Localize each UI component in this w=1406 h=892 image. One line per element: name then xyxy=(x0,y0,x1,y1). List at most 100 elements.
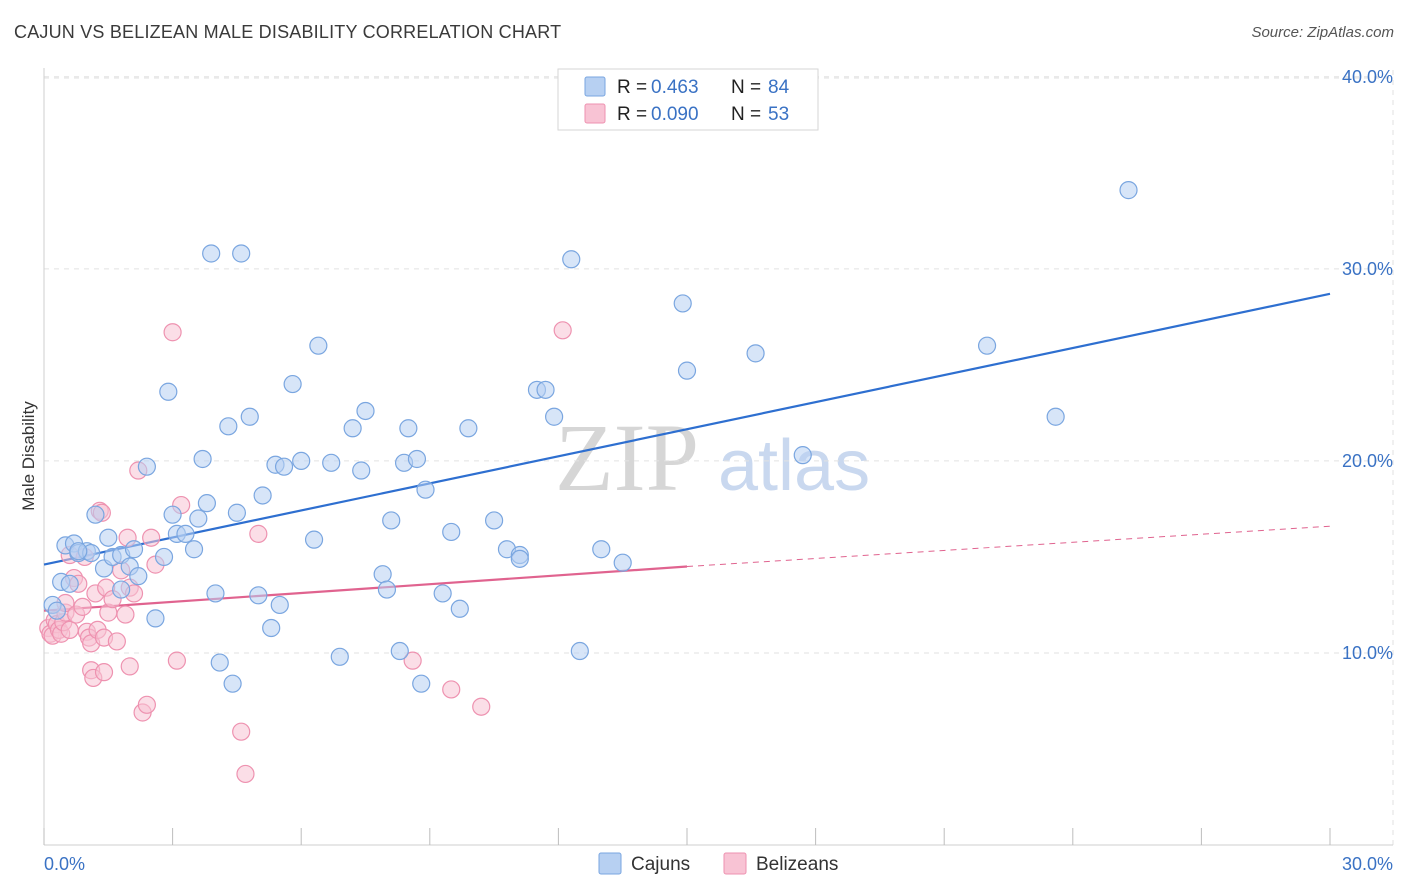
cajun-point-31 xyxy=(210,653,229,672)
cajun-point-36 xyxy=(240,407,259,426)
chart-title: CAJUN VS BELIZEAN MALE DISABILITY CORREL… xyxy=(14,22,562,42)
belizean-point-48 xyxy=(403,651,422,670)
cajun-point-13 xyxy=(112,580,131,599)
cajun-point-79 xyxy=(793,446,812,465)
cajun-point-50 xyxy=(352,461,371,480)
cajun-point-58 xyxy=(407,449,427,469)
belizean-trend-extension xyxy=(686,525,1331,568)
cajun-point-57 xyxy=(399,419,418,438)
cajun-point-55 xyxy=(390,641,409,661)
legend-swatch-cajun xyxy=(584,76,606,97)
cajun-point-22 xyxy=(163,505,182,524)
x-tick-label-min: 0.0% xyxy=(44,854,85,874)
cajun-point-45 xyxy=(304,530,324,549)
belizean-point-42 xyxy=(163,323,182,342)
cajun-point-49 xyxy=(343,419,362,438)
cajun-point-33 xyxy=(223,674,242,693)
stats-legend: R = 0.463 N = 84 R = 0.090 N = 53 xyxy=(557,68,819,131)
belizean-point-49 xyxy=(442,680,461,699)
legend-n-label-belizean: N = xyxy=(731,104,761,125)
cajun-point-70 xyxy=(536,380,555,399)
legend-r-label-belizean: R = xyxy=(617,104,647,125)
cajun-point-77 xyxy=(677,361,697,380)
belizean-point-10 xyxy=(60,620,79,640)
cajun-point-20 xyxy=(154,547,174,567)
trend-lines xyxy=(43,292,1331,612)
y-axis-label: Male Disability xyxy=(19,401,38,511)
cajun-point-43 xyxy=(283,374,302,394)
legend-n-value-belizean: 53 xyxy=(768,104,789,125)
belizean-point-51 xyxy=(553,321,572,340)
cajun-point-52 xyxy=(373,565,392,584)
cajun-point-30 xyxy=(206,584,225,603)
cajun-point-61 xyxy=(433,584,452,603)
watermark-atlas: atlas xyxy=(718,426,870,506)
cajun-point-76 xyxy=(673,294,692,313)
belizean-points xyxy=(39,321,572,784)
watermark-zip: ZIP xyxy=(555,404,699,511)
belizean-point-39 xyxy=(137,695,156,714)
legend-n-value-cajun: 84 xyxy=(768,77,790,98)
x-tick-label-max: 30.0% xyxy=(1342,854,1393,874)
cajun-point-71 xyxy=(545,407,564,426)
cajun-point-42 xyxy=(274,457,294,476)
cajun-point-60 xyxy=(416,480,435,499)
belizean-trend-line xyxy=(43,565,688,612)
cajun-point-74 xyxy=(592,540,611,559)
cajun-point-51 xyxy=(356,401,375,421)
belizean-point-43 xyxy=(167,651,186,670)
cajun-point-28 xyxy=(197,494,216,513)
cajun-point-83 xyxy=(69,542,88,561)
cajun-point-24 xyxy=(176,524,195,543)
cajun-point-68 xyxy=(510,549,529,568)
cajun-point-46 xyxy=(309,336,328,355)
cajun-point-9 xyxy=(86,505,105,524)
watermark: ZIP atlas xyxy=(555,404,870,511)
cajun-point-32 xyxy=(219,417,238,436)
y-tick-label-0: 10.0% xyxy=(1342,643,1393,663)
belizean-point-46 xyxy=(236,764,255,784)
cajun-trend-line xyxy=(43,292,1331,566)
belizean-point-52 xyxy=(94,663,114,682)
belizean-point-45 xyxy=(232,722,251,741)
cajun-point-16 xyxy=(124,540,144,559)
cajun-point-48 xyxy=(330,647,349,666)
legend-r-value-cajun: 0.463 xyxy=(651,77,699,98)
cajun-point-37 xyxy=(249,586,268,605)
legend-r-value-belizean: 0.090 xyxy=(651,104,699,125)
belizean-point-47 xyxy=(249,524,268,543)
belizean-point-50 xyxy=(472,697,491,716)
cajun-point-41 xyxy=(270,595,289,615)
series-legend: Cajuns Belizeans xyxy=(598,852,838,875)
cajun-point-25 xyxy=(184,540,204,559)
bottom-legend-cajuns: Cajuns xyxy=(631,854,690,875)
legend-n-label-cajun: N = xyxy=(731,77,761,98)
y-tick-labels: 10.0% 20.0% 30.0% 40.0% xyxy=(1342,67,1393,663)
cajun-point-54 xyxy=(382,511,401,530)
cajun-point-82 xyxy=(1119,181,1138,200)
cajun-point-1 xyxy=(47,601,66,620)
cajun-point-75 xyxy=(613,553,632,572)
axes xyxy=(43,68,1393,846)
cajun-point-29 xyxy=(202,244,221,263)
source-label: Source: ZipAtlas.com xyxy=(1251,24,1394,41)
cajun-point-73 xyxy=(570,641,589,661)
belizean-point-40 xyxy=(142,528,161,547)
cajun-point-53 xyxy=(377,580,397,599)
y-tick-label-1: 20.0% xyxy=(1342,451,1393,471)
cajun-point-64 xyxy=(459,419,478,438)
cajun-point-78 xyxy=(746,344,765,363)
cajun-point-38 xyxy=(253,486,272,505)
belizean-point-32 xyxy=(116,605,135,624)
cajun-point-44 xyxy=(292,451,311,471)
belizean-point-35 xyxy=(120,657,139,676)
cajun-point-11 xyxy=(99,528,118,547)
bottom-legend-swatch-cajuns xyxy=(598,852,622,875)
cajun-point-35 xyxy=(232,244,251,263)
cajun-point-21 xyxy=(159,382,178,401)
cajun-point-18 xyxy=(137,457,156,476)
belizean-point-30 xyxy=(107,632,126,651)
cajun-point-47 xyxy=(322,453,341,472)
cajun-point-39 xyxy=(262,618,281,638)
